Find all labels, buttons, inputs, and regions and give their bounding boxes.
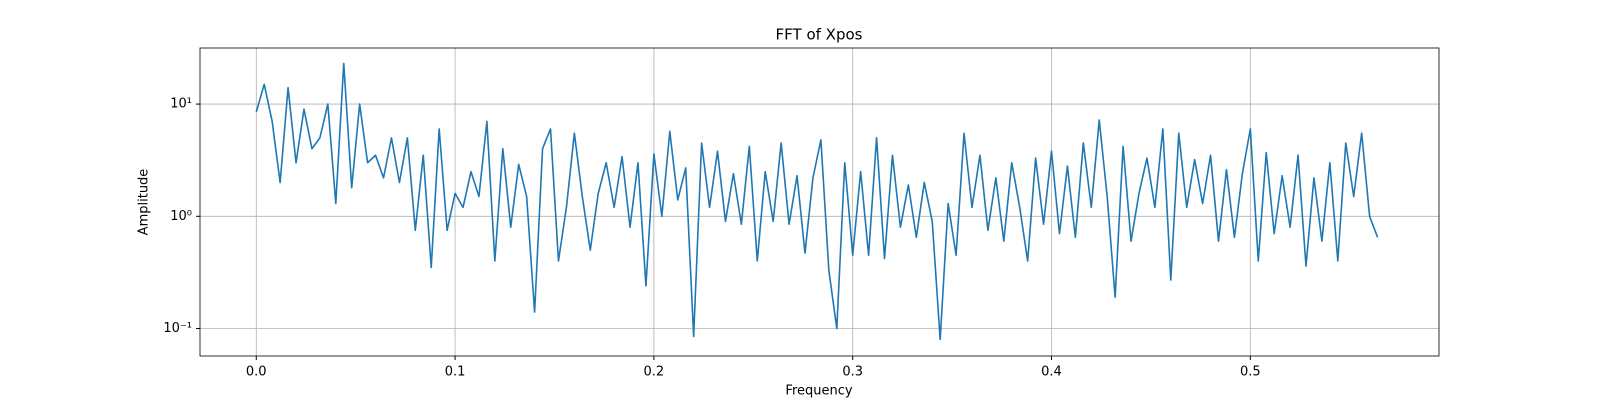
x-axis-label: Frequency bbox=[785, 384, 852, 399]
x-tick-label: 0.1 bbox=[445, 365, 466, 380]
plot-frame bbox=[199, 47, 1440, 357]
y-tick-label: 10⁻¹ bbox=[163, 321, 192, 336]
y-axis-label: Amplitude bbox=[137, 169, 152, 236]
x-tick-label: 0.2 bbox=[644, 365, 665, 380]
x-tick-label: 0.5 bbox=[1240, 365, 1261, 380]
y-tick-label: 10⁰ bbox=[170, 209, 192, 224]
x-tick-label: 0.0 bbox=[246, 365, 267, 380]
chart-title: FFT of Xpos bbox=[776, 26, 863, 44]
data-line bbox=[255, 62, 1379, 341]
x-tick-label: 0.3 bbox=[842, 365, 863, 380]
y-tick-label: 10¹ bbox=[170, 97, 192, 112]
x-tick-label: 0.4 bbox=[1041, 365, 1062, 380]
